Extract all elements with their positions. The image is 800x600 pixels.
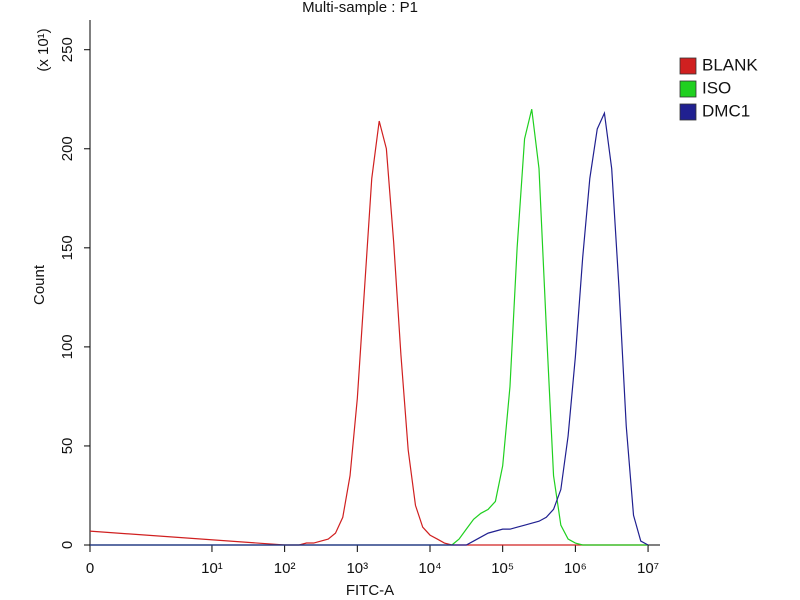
x-tick-label: 10³ — [346, 560, 368, 577]
x-axis-label: FITC-A — [346, 582, 394, 599]
x-tick-label: 10⁷ — [637, 560, 659, 577]
y-axis-label: Count — [31, 264, 48, 305]
x-tick-label: 10⁶ — [564, 560, 587, 577]
legend-label: ISO — [702, 78, 731, 97]
histogram-line — [89, 120, 649, 546]
x-tick-label: 0 — [86, 560, 94, 577]
y-tick-label: 150 — [59, 235, 76, 260]
legend-swatch — [679, 80, 697, 98]
y-tick-label: 200 — [59, 136, 76, 161]
x-tick-label: 10⁵ — [491, 560, 514, 577]
histogram-line — [90, 110, 649, 546]
y-multiplier: (x 10¹) — [35, 28, 52, 71]
legend-swatch — [679, 57, 697, 75]
histogram-line — [90, 109, 649, 546]
chart-title: Multi-sample : P1 — [302, 0, 418, 16]
y-tick-label: 250 — [59, 37, 76, 62]
x-tick-label: 10² — [274, 560, 296, 577]
legend-label: DMC1 — [702, 101, 750, 120]
y-tick-label: 50 — [59, 438, 76, 455]
x-tick-label: 10¹ — [201, 560, 223, 577]
legend-label: BLANK — [702, 55, 758, 74]
legend-swatch — [679, 103, 697, 121]
y-tick-label: 0 — [59, 541, 76, 549]
y-tick-label: 100 — [59, 334, 76, 359]
x-tick-label: 10⁴ — [418, 560, 441, 577]
